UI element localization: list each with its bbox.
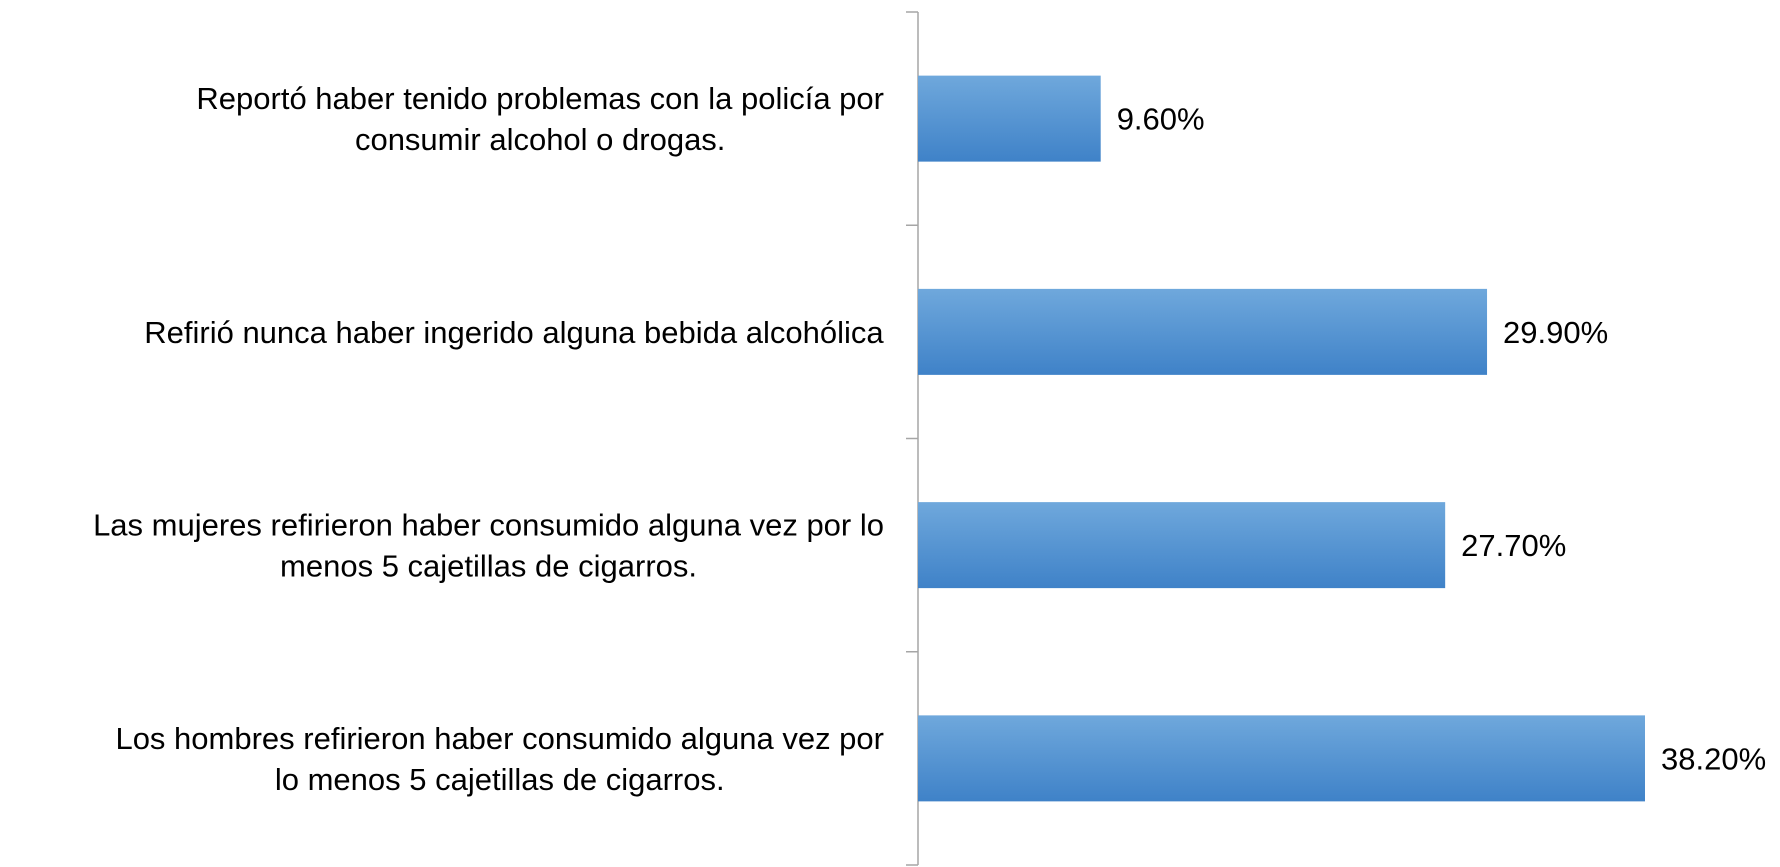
- data-label: 9.60%: [1117, 102, 1205, 137]
- category-label-line: Los hombres refirieron haber consumido a…: [115, 721, 884, 756]
- bar: [918, 75, 1101, 162]
- bar: [918, 715, 1645, 802]
- category-label-line: lo menos 5 cajetillas de cigarros.: [275, 762, 725, 797]
- category-label-line: Reportó haber tenido problemas con la po…: [196, 81, 884, 116]
- category-label: Refirió nunca haber ingerido alguna bebi…: [144, 315, 884, 350]
- category-label: Las mujeres refirieron haber consumido a…: [93, 508, 884, 584]
- category-label: Reportó haber tenido problemas con la po…: [196, 81, 884, 157]
- label-layer: 9.60% Reportó haber tenido problemas con …: [93, 81, 1766, 797]
- category-label-line: Refirió nunca haber ingerido alguna bebi…: [144, 315, 884, 350]
- category-label-line: Las mujeres refirieron haber consumido a…: [93, 508, 884, 543]
- category-label-line: consumir alcohol o drogas.: [355, 122, 725, 157]
- axis-layer: [906, 11, 919, 866]
- bar: [918, 502, 1446, 589]
- category-label-line: menos 5 cajetillas de cigarros.: [280, 549, 697, 584]
- data-label: 38.20%: [1661, 741, 1766, 776]
- bar-layer: [918, 75, 1645, 802]
- category-label: Los hombres refirieron haber consumido a…: [115, 721, 884, 797]
- bar: [918, 288, 1488, 375]
- data-label: 27.70%: [1461, 528, 1566, 563]
- data-label: 29.90%: [1503, 315, 1608, 350]
